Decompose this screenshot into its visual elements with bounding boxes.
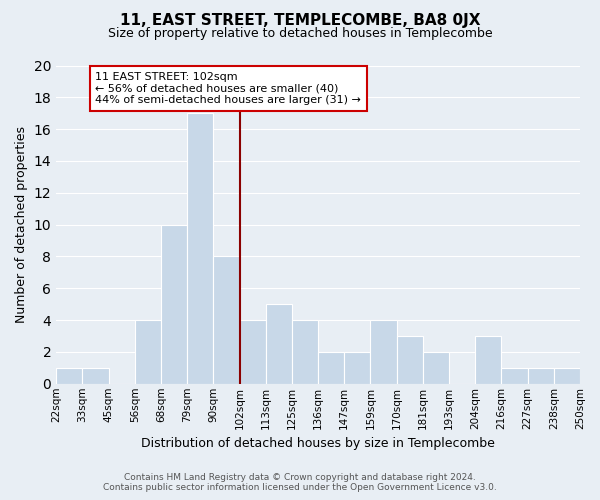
Bar	[214, 256, 239, 384]
Text: 11 EAST STREET: 102sqm
← 56% of detached houses are smaller (40)
44% of semi-det: 11 EAST STREET: 102sqm ← 56% of detached…	[95, 72, 361, 105]
Bar	[56, 368, 82, 384]
Bar	[266, 304, 292, 384]
Bar	[161, 224, 187, 384]
Bar	[554, 368, 580, 384]
Y-axis label: Number of detached properties: Number of detached properties	[15, 126, 28, 323]
Bar	[423, 352, 449, 384]
Text: Size of property relative to detached houses in Templecombe: Size of property relative to detached ho…	[107, 28, 493, 40]
Bar	[344, 352, 370, 384]
Bar	[370, 320, 397, 384]
Bar	[135, 320, 161, 384]
Text: Contains HM Land Registry data © Crown copyright and database right 2024.
Contai: Contains HM Land Registry data © Crown c…	[103, 473, 497, 492]
X-axis label: Distribution of detached houses by size in Templecombe: Distribution of detached houses by size …	[141, 437, 495, 450]
Bar	[397, 336, 423, 384]
Text: 11, EAST STREET, TEMPLECOMBE, BA8 0JX: 11, EAST STREET, TEMPLECOMBE, BA8 0JX	[120, 12, 480, 28]
Bar	[318, 352, 344, 384]
Bar	[187, 113, 214, 384]
Bar	[82, 368, 109, 384]
Bar	[239, 320, 266, 384]
Bar	[475, 336, 502, 384]
Bar	[527, 368, 554, 384]
Bar	[292, 320, 318, 384]
Bar	[502, 368, 527, 384]
